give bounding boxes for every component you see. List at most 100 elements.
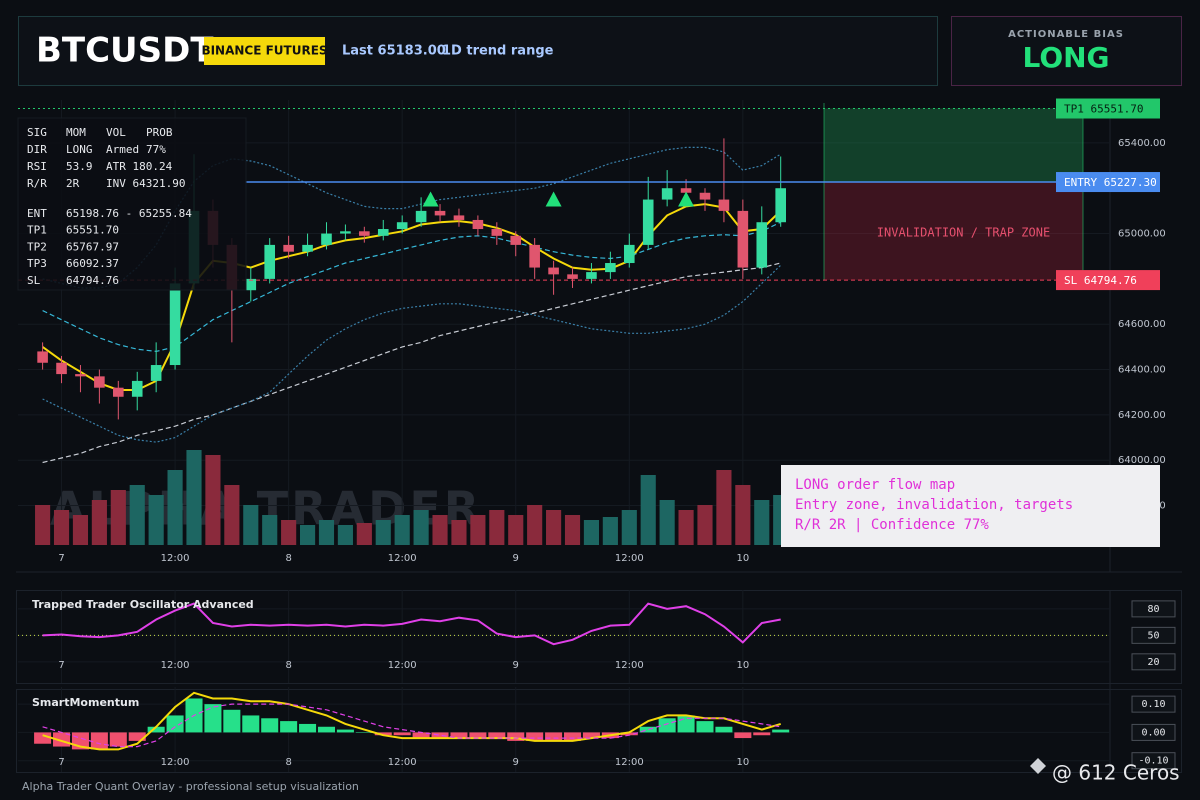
candle-body bbox=[775, 188, 786, 223]
candle-body bbox=[37, 351, 48, 363]
info-cell: RSI bbox=[27, 160, 47, 173]
histogram-bar bbox=[545, 732, 563, 741]
volume-bar bbox=[91, 500, 107, 545]
y-tick-label: 65400.00 bbox=[1118, 138, 1166, 149]
y-tick-box bbox=[1131, 626, 1176, 644]
candle-body bbox=[340, 231, 351, 234]
credit: @ 612 Ceros bbox=[1052, 761, 1180, 785]
candle-body bbox=[642, 199, 654, 245]
volume-bar bbox=[470, 515, 486, 545]
candle-body bbox=[661, 188, 673, 200]
x-tick-label: 12:00 bbox=[388, 757, 417, 768]
info-panel bbox=[17, 117, 247, 291]
candle-body bbox=[131, 380, 143, 397]
candle-body bbox=[75, 374, 86, 377]
candle-body bbox=[169, 283, 181, 366]
volume-bar bbox=[527, 505, 543, 545]
histogram-bar bbox=[242, 715, 260, 733]
info-cell: 65551.70 bbox=[66, 224, 119, 237]
x-tick-label: 7 bbox=[58, 757, 64, 768]
x-tick-label: 12:00 bbox=[615, 553, 644, 564]
volume-bar bbox=[281, 520, 297, 545]
y-tick-label: -0.10 bbox=[1138, 756, 1168, 767]
volume-bar bbox=[564, 515, 581, 545]
y-tick-box bbox=[1131, 752, 1176, 770]
histogram-bar bbox=[34, 732, 52, 744]
candle-body bbox=[396, 222, 408, 230]
x-tick-label: 12:00 bbox=[615, 660, 644, 671]
info-cell: ENT bbox=[27, 207, 47, 220]
histogram-bar bbox=[658, 718, 676, 733]
candle-body bbox=[321, 233, 332, 245]
candle-body bbox=[472, 219, 484, 230]
annotation-line: R/R 2R | Confidence 77% bbox=[795, 517, 989, 533]
histogram-bar bbox=[753, 732, 771, 736]
bias-value: LONG bbox=[1022, 41, 1109, 74]
indicator-line bbox=[42, 203, 782, 391]
histogram-bar bbox=[715, 726, 733, 733]
info-cell: SL bbox=[27, 274, 41, 287]
volume-bar bbox=[186, 450, 202, 545]
volume-bar bbox=[337, 525, 353, 545]
info-cell: DIR bbox=[27, 143, 47, 156]
volume-bar bbox=[546, 510, 562, 545]
x-tick-label: 9 bbox=[513, 757, 519, 768]
histogram-bar bbox=[128, 732, 146, 741]
x-tick-label: 10 bbox=[736, 757, 749, 768]
candle-body bbox=[529, 244, 540, 268]
x-tick-label: 12:00 bbox=[615, 757, 644, 768]
y-tick-label: 0.00 bbox=[1141, 727, 1165, 738]
annotation-box bbox=[781, 465, 1160, 547]
candle-body bbox=[302, 244, 313, 252]
info-cell: 65767.97 bbox=[66, 240, 119, 253]
candle-body bbox=[283, 244, 294, 252]
signal-marker bbox=[678, 191, 695, 207]
bias-label: ACTIONABLE BIAS bbox=[1008, 29, 1124, 40]
level-tag bbox=[1056, 172, 1160, 193]
volume-bar bbox=[697, 505, 713, 545]
x-tick-label: 12:00 bbox=[161, 553, 190, 564]
y-tick-box bbox=[1131, 723, 1176, 741]
info-cell: TP1 bbox=[27, 224, 47, 237]
candle-body bbox=[264, 244, 276, 279]
footer: Alpha Trader Quant Overlay - professiona… bbox=[22, 780, 359, 793]
volume-bar bbox=[167, 470, 183, 545]
bias-box bbox=[951, 16, 1182, 86]
info-panel-text: SIG MOM VOL PROB DIR LONG Armed 77% RSI 53.9 ATR 1… bbox=[27, 126, 192, 287]
histogram-bar bbox=[317, 726, 336, 733]
volume-bar bbox=[659, 500, 675, 545]
candle-body bbox=[491, 229, 503, 236]
candle-body bbox=[359, 231, 370, 236]
info-cell: SIG bbox=[27, 126, 47, 139]
x-tick-label: 10 bbox=[736, 553, 749, 564]
last-price: Last 65183.00 bbox=[342, 44, 446, 59]
candle-body bbox=[453, 215, 465, 220]
signal-marker bbox=[545, 191, 562, 207]
candle-body bbox=[718, 199, 730, 211]
exchange-badge bbox=[204, 37, 325, 65]
y-tick-label: 64000.00 bbox=[1118, 455, 1166, 466]
histogram-bar bbox=[696, 721, 714, 733]
level-tag bbox=[1056, 98, 1160, 119]
histogram-bar bbox=[431, 732, 449, 739]
indicator-line bbox=[42, 262, 781, 464]
candle-body bbox=[245, 278, 257, 291]
signal-marker bbox=[422, 191, 439, 207]
x-tick-label: 7 bbox=[58, 553, 64, 564]
y-tick-label: 64200.00 bbox=[1118, 410, 1166, 421]
volume-bar bbox=[716, 470, 732, 545]
volume-bar bbox=[375, 520, 391, 545]
volume-bar bbox=[262, 515, 278, 545]
x-tick-label: 12:00 bbox=[388, 553, 417, 564]
volume-bar bbox=[299, 525, 316, 545]
info-cell: ATR 180.24 bbox=[106, 160, 173, 173]
target-zone bbox=[824, 108, 1083, 183]
candle-body bbox=[699, 192, 711, 200]
histogram-bar bbox=[109, 732, 127, 747]
candle-body bbox=[623, 244, 635, 264]
volume-bar bbox=[451, 520, 467, 545]
volume-bar bbox=[35, 505, 51, 545]
info-cell: 66092.37 bbox=[66, 257, 119, 270]
volume-bar bbox=[224, 485, 240, 545]
info-cell: 77% bbox=[146, 143, 166, 156]
